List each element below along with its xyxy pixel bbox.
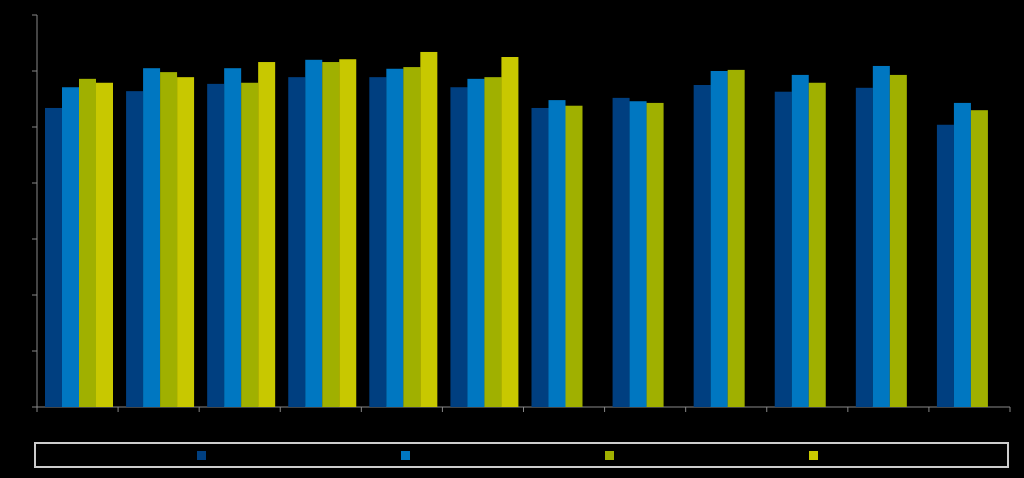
bar bbox=[612, 97, 630, 407]
bar bbox=[305, 59, 323, 408]
legend-marker bbox=[401, 451, 410, 460]
bar bbox=[970, 110, 988, 407]
bar bbox=[403, 67, 421, 407]
bar bbox=[565, 105, 583, 407]
bar bbox=[855, 87, 873, 408]
bar bbox=[288, 77, 306, 407]
y-tick-label: 0 bbox=[23, 401, 29, 413]
bar bbox=[872, 65, 890, 408]
bar bbox=[420, 51, 438, 408]
y-tick-label: 6 bbox=[23, 65, 29, 77]
bar bbox=[484, 77, 502, 407]
bar bbox=[548, 100, 566, 408]
bar bbox=[160, 72, 178, 408]
bar bbox=[62, 87, 79, 408]
bar bbox=[45, 107, 62, 408]
y-tick-label: 4 bbox=[23, 177, 29, 189]
bar bbox=[258, 62, 276, 407]
bar bbox=[79, 78, 96, 407]
bar bbox=[143, 68, 161, 407]
y-tick-label: 5 bbox=[23, 121, 29, 133]
bar bbox=[339, 59, 357, 408]
bar bbox=[889, 74, 907, 408]
bar bbox=[629, 101, 647, 408]
bar bbox=[710, 71, 728, 407]
bar bbox=[808, 82, 826, 407]
bar bbox=[727, 69, 745, 407]
bar bbox=[450, 87, 468, 408]
bar bbox=[207, 83, 225, 407]
y-tick-label: 7 bbox=[23, 9, 29, 21]
y-tick-label: 3 bbox=[23, 233, 29, 245]
bar bbox=[936, 124, 954, 407]
legend-box bbox=[34, 442, 1009, 468]
bar bbox=[224, 68, 242, 407]
y-tick-label: 2 bbox=[23, 289, 29, 301]
bar bbox=[531, 107, 549, 408]
bar bbox=[177, 77, 195, 407]
bar bbox=[96, 82, 113, 407]
legend-marker bbox=[809, 451, 818, 460]
bar bbox=[693, 85, 711, 407]
bar bbox=[501, 57, 519, 407]
bar bbox=[322, 62, 340, 407]
legend-marker bbox=[197, 451, 206, 460]
bar bbox=[467, 78, 485, 407]
bar bbox=[646, 102, 664, 408]
y-tick-label: 1 bbox=[23, 345, 29, 357]
bar bbox=[953, 102, 971, 408]
legend-marker bbox=[605, 451, 614, 460]
bar bbox=[369, 77, 387, 407]
bar bbox=[126, 91, 144, 407]
bar bbox=[774, 91, 792, 407]
bar bbox=[241, 82, 259, 407]
bar bbox=[791, 74, 809, 408]
bar bbox=[386, 68, 404, 407]
